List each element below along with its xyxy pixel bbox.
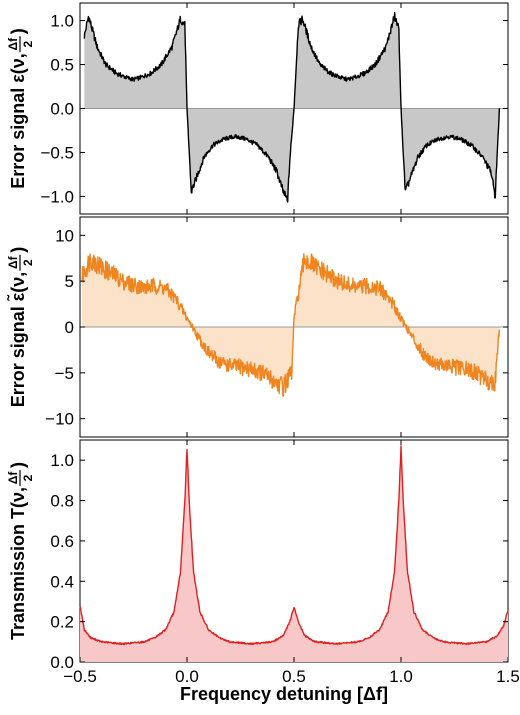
y-axis-title-frac-den: 2 <box>21 259 35 266</box>
y-tick-label: 0.6 <box>50 532 74 551</box>
y-tick-label: 10 <box>55 226 74 245</box>
x-tick-label: 0.5 <box>282 667 306 686</box>
y-tick-label: 0.5 <box>50 56 74 75</box>
y-tick-label: 1.0 <box>50 12 74 31</box>
y-axis-title-suffix: ) <box>8 247 28 253</box>
x-tick-label: 0.0 <box>175 667 199 686</box>
series-line <box>81 253 501 397</box>
y-axis-title-frac-num: Δf <box>6 37 20 51</box>
panel-transmission: 0.00.20.40.60.81.0−0.5 0.0 0.5 1.0 1.5Transm… <box>6 439 520 704</box>
y-axis-title-text: Error signal ε̃(ν, <box>6 272 28 408</box>
y-tick-label: 1.0 <box>50 451 74 470</box>
y-tick-label: −0.5 <box>40 143 74 162</box>
y-axis-title-text: Transmission T(ν, <box>8 487 28 640</box>
y-tick-label: 5 <box>65 272 74 291</box>
y-tick-label: 0.2 <box>50 613 74 632</box>
y-tick-label: 0.0 <box>50 653 74 672</box>
y-axis-title-suffix: ) <box>8 28 28 34</box>
series-line <box>79 445 509 646</box>
series-fill <box>80 446 508 662</box>
panel-error-signal-tilde: −10 −5 0 5 10 Error signal ε̃(ν, Δf 2) <box>6 216 509 438</box>
y-axis-title-frac-den: 2 <box>21 474 35 481</box>
series-fill <box>84 12 500 203</box>
x-tick-label: −0.5 <box>63 667 97 686</box>
y-axis-title-frac-den: 2 <box>21 41 35 48</box>
y-axis-title: Error signal ε(ν, Δf 2) <box>6 28 35 189</box>
y-axis-title-frac-num: Δf <box>6 255 20 269</box>
y-tick-label: −10 <box>45 410 74 429</box>
y-axis-title-suffix: ) <box>8 462 28 468</box>
y-axis-title-frac-num: Δf <box>6 471 20 485</box>
y-tick-label: 0.8 <box>50 492 74 511</box>
y-tick-label: −5 <box>55 364 74 383</box>
y-axis-title: Transmission T(ν, Δf 2) <box>6 462 35 640</box>
y-tick-label: 0 <box>65 318 74 337</box>
y-tick-label: 0.4 <box>50 572 74 591</box>
x-tick-label: 1.5 <box>496 667 520 686</box>
series-line <box>83 12 501 203</box>
panel-error-signal: −1.0 −0.5 0.0 0.5 1.0 Error signal ε(ν, Δf 2) <box>6 2 509 215</box>
y-tick-label: 0.0 <box>50 100 74 119</box>
y-tick-label: −1.0 <box>40 187 74 206</box>
y-axis-title-text: Error signal ε(ν, <box>8 53 28 189</box>
y-axis-title: Error signal ε̃(ν, Δf 2) <box>6 247 35 408</box>
x-axis-title: Frequency detuning [Δf] <box>180 684 388 704</box>
x-tick-label: 1.0 <box>389 667 413 686</box>
